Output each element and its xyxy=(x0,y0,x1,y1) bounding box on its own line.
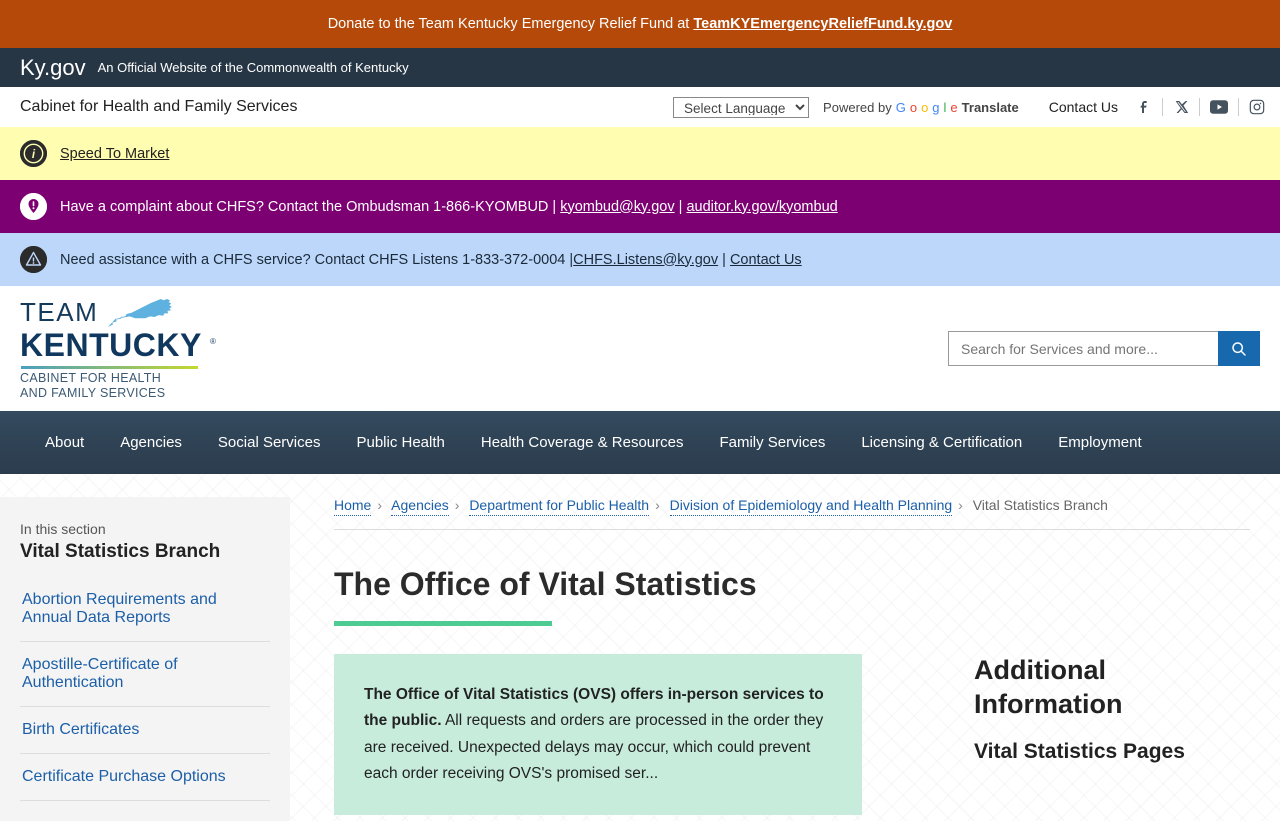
svg-text:AND FAMILY SERVICES: AND FAMILY SERVICES xyxy=(20,386,165,400)
svg-text:TEAM: TEAM xyxy=(20,297,98,327)
svg-text:CABINET FOR HEALTH: CABINET FOR HEALTH xyxy=(20,371,161,385)
svg-text:®: ® xyxy=(210,337,216,346)
svg-text:KENTUCKY: KENTUCKY xyxy=(20,327,202,363)
